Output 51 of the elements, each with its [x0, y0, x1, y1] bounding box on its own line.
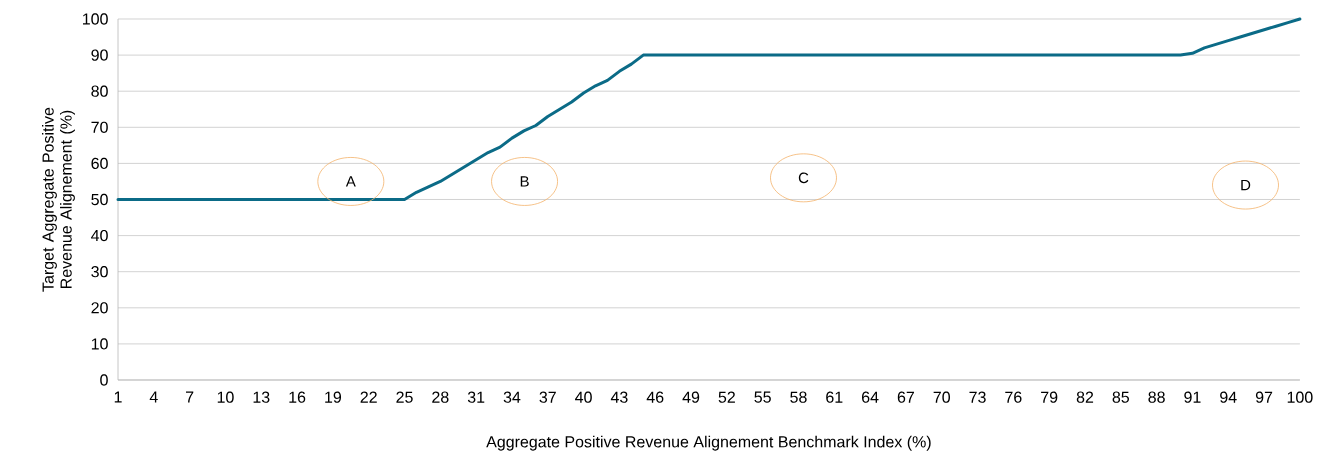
y-tick-label: 50: [91, 193, 108, 206]
x-tick-label: 46: [646, 391, 664, 403]
y-axis-title: Target Aggregate Positive Revenue Alignement (%): [42, 107, 75, 292]
x-tick-label: 55: [754, 391, 771, 403]
x-tick-label: 82: [1076, 391, 1094, 403]
x-tick-label: 67: [897, 391, 915, 403]
y-tick-label: 70: [91, 121, 108, 133]
y-tick-label: 0: [100, 374, 108, 386]
x-tick-label: 28: [432, 391, 449, 403]
y-tick-label: 10: [91, 338, 108, 350]
x-tick-label: 100: [1287, 391, 1313, 403]
x-tick-label: 94: [1220, 391, 1237, 403]
x-tick-label: 79: [1041, 391, 1058, 403]
x-tick-label: 13: [253, 391, 270, 403]
x-tick-label: 19: [325, 391, 342, 403]
annotation: D: [1241, 179, 1251, 191]
x-tick-label: 64: [862, 391, 879, 403]
y-tick-label: 60: [91, 157, 108, 170]
y-tick-label: 100: [83, 13, 108, 25]
y-tick-label: 80: [91, 85, 108, 97]
x-tick-label: 43: [610, 391, 628, 403]
x-tick-label: 7: [186, 391, 194, 403]
annotation: A: [345, 176, 356, 187]
x-axis-title: Aggregate Positive Revenue Alignement Benchmark Index (%): [486, 435, 931, 451]
x-tick-label: 88: [1148, 391, 1165, 403]
y-tick-label: 20: [91, 302, 108, 314]
x-tick-label: 1: [114, 391, 122, 403]
x-tick-label: 49: [682, 391, 700, 403]
x-tick-label: 91: [1184, 391, 1201, 403]
annotation: C: [798, 172, 809, 184]
x-tick-label: 70: [933, 391, 950, 403]
x-tick-label: 22: [360, 391, 377, 403]
x-tick-label: 85: [1112, 391, 1130, 403]
annotation: B: [520, 176, 529, 187]
x-tick-label: 37: [539, 391, 556, 403]
x-tick-label: 52: [718, 391, 735, 403]
x-tick-label: 16: [289, 391, 306, 403]
x-tick-label: 10: [217, 391, 234, 403]
x-tick-label: 73: [969, 391, 986, 403]
x-tick-label: 97: [1255, 391, 1273, 403]
x-tick-label: 61: [826, 391, 843, 403]
x-tick-label: 76: [1005, 391, 1022, 403]
y-tick-label: 90: [91, 49, 108, 61]
x-tick-label: 34: [503, 391, 521, 403]
y-tick-label: 40: [91, 229, 108, 242]
x-tick-label: 58: [790, 391, 807, 403]
y-tick-label: 30: [91, 266, 108, 278]
x-tick-label: 40: [575, 391, 592, 403]
x-tick-label: 4: [149, 391, 158, 403]
x-tick-label: 31: [467, 391, 485, 403]
x-tick-label: 25: [396, 391, 413, 403]
